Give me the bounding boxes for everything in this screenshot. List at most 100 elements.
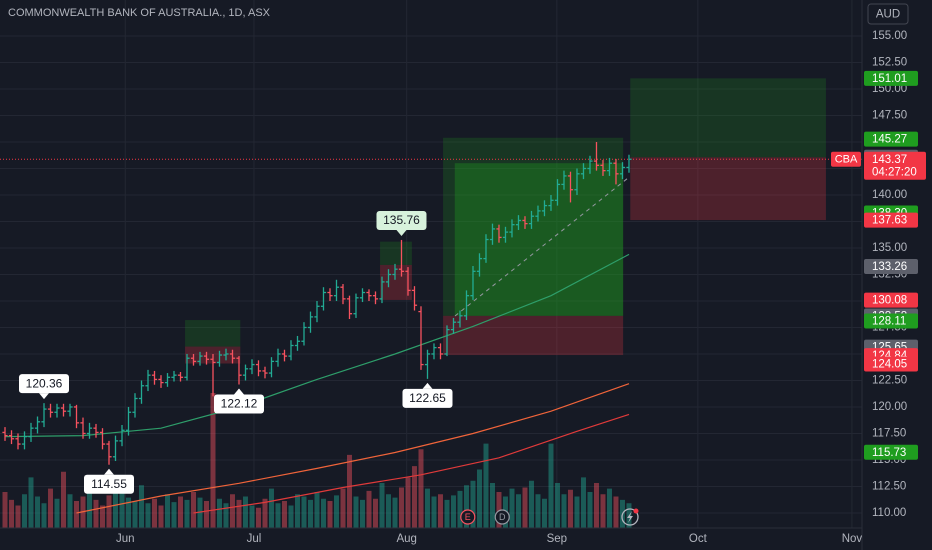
- volume-bar: [35, 496, 41, 528]
- volume-bar: [561, 494, 567, 528]
- volume-bar: [470, 480, 476, 528]
- alert-icon[interactable]: [621, 508, 639, 526]
- volume-bar: [132, 501, 138, 528]
- volume-bar: [528, 480, 534, 528]
- x-tick-label: Nov: [842, 533, 863, 545]
- callout-label: 122.65: [409, 391, 446, 405]
- y-tick-label: 120.00: [872, 401, 907, 413]
- volume-bar: [236, 499, 242, 528]
- position-stop-zone: [630, 157, 826, 221]
- volume-bar: [418, 449, 424, 528]
- currency-box[interactable]: [867, 3, 909, 25]
- callout-pointer: [39, 393, 50, 400]
- volume-bar: [444, 499, 450, 528]
- volume-bar: [288, 505, 294, 528]
- volume-bar: [229, 494, 235, 528]
- volume-bar: [424, 488, 430, 528]
- x-tick-label: Jun: [116, 533, 135, 545]
- volume-bar: [327, 501, 333, 528]
- volume-bar: [242, 496, 248, 528]
- price-badge-label: 151.01: [872, 73, 907, 85]
- moving-average: [76, 383, 630, 514]
- price-badge: [864, 212, 918, 228]
- callout-pointer: [104, 468, 115, 475]
- annotations: 120.36 114.55 122.12 135.76 122.65: [19, 210, 453, 494]
- volume-bar: [48, 488, 54, 528]
- positions: [185, 78, 826, 364]
- price-bars: [2, 142, 632, 465]
- volume-bar: [41, 503, 47, 528]
- volume-bar: [171, 502, 177, 528]
- volume-bar: [307, 499, 313, 528]
- volume-bar: [509, 488, 515, 528]
- volume-bar: [281, 501, 287, 528]
- alert-circle[interactable]: [621, 508, 639, 526]
- volume-bar: [93, 499, 99, 528]
- volume-bar: [61, 471, 67, 528]
- volume-bar: [301, 496, 307, 528]
- last-price-badge: [864, 151, 926, 180]
- y-tick-label: 140.00: [872, 189, 907, 201]
- price-badge-label: 115.73: [872, 447, 906, 459]
- y-tick-label: 150.00: [872, 83, 907, 95]
- price-badge: [864, 313, 918, 329]
- volume-bar: [28, 477, 34, 528]
- volume-bar: [190, 492, 196, 528]
- price-badge: [864, 292, 918, 308]
- position-target-zone: [185, 320, 241, 347]
- volume-bar: [392, 497, 398, 528]
- volume-bar: [346, 454, 352, 528]
- callout-pointer: [422, 382, 433, 389]
- alert-bolt[interactable]: [627, 511, 633, 523]
- position-stop-zone: [380, 264, 412, 300]
- volume-bar: [275, 503, 281, 528]
- y-tick-label: 135.00: [872, 242, 907, 254]
- volume-bar: [184, 499, 190, 528]
- volume-bar: [541, 498, 547, 528]
- volume-bar: [333, 495, 339, 528]
- volume-bar: [164, 494, 170, 528]
- volume-bar: [554, 483, 560, 528]
- volume-bar: [450, 495, 456, 528]
- price-badge-label: 124.05: [872, 359, 907, 371]
- moving-average: [4, 253, 630, 438]
- volume-bar: [314, 492, 320, 528]
- volume-bar: [223, 503, 229, 528]
- volume-bar: [320, 498, 326, 528]
- position-target-zone: [630, 78, 826, 158]
- countdown-label: 04:27:20: [872, 166, 917, 178]
- volume-bar: [177, 496, 183, 528]
- price-axis: 110.00112.50115.00117.50120.00122.50125.…: [864, 30, 926, 519]
- volume-bar: [600, 494, 606, 528]
- event-label: E: [465, 512, 471, 522]
- volume-bar: [100, 505, 106, 528]
- volume-bar: [216, 498, 222, 528]
- callout-label: 135.76: [383, 213, 420, 227]
- position-stop-zone: [443, 315, 624, 356]
- callout-box: [402, 388, 453, 408]
- volume-bar: [366, 490, 372, 528]
- currency[interactable]: AUD: [876, 9, 900, 21]
- callout-label: 122.12: [221, 397, 258, 411]
- y-tick-label: 152.50: [872, 57, 907, 69]
- y-tick-label: 155.00: [872, 30, 907, 42]
- volume-bar: [483, 443, 489, 528]
- volume-bar: [359, 499, 365, 528]
- symbol-label: CBA: [835, 154, 858, 166]
- y-tick-label: 110.00: [872, 507, 906, 519]
- last-price-label: 143.37: [872, 154, 907, 166]
- volume-bar: [203, 501, 209, 528]
- volume-bar: [463, 485, 469, 528]
- grid: [0, 0, 862, 528]
- callout-box: [19, 374, 70, 394]
- volume-bar: [580, 477, 586, 528]
- price-badge: [864, 356, 918, 372]
- volume-bar: [158, 505, 164, 528]
- volume-bar: [431, 496, 437, 528]
- volume-bar: [210, 393, 216, 528]
- volume-bar: [379, 483, 385, 528]
- price-badge: [864, 444, 918, 460]
- volume-bar: [262, 498, 268, 528]
